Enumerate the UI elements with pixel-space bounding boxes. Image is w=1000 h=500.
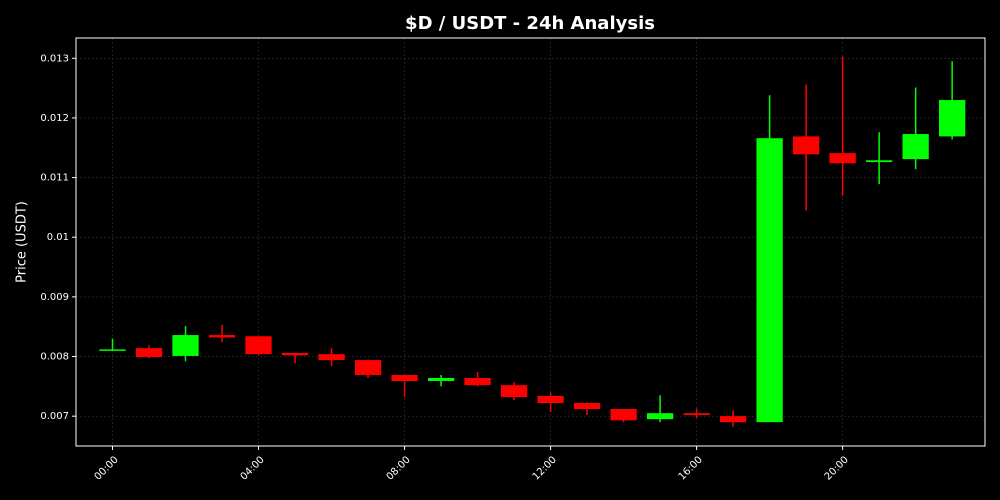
candle-body bbox=[464, 378, 491, 386]
y-tick-label: 0.013 bbox=[40, 53, 69, 64]
y-tick-label: 0.008 bbox=[40, 352, 69, 363]
candle-body bbox=[939, 100, 966, 137]
y-tick-label: 0.009 bbox=[40, 292, 69, 303]
candle-body bbox=[719, 416, 747, 423]
x-tick-label: 08:00 bbox=[385, 454, 413, 482]
candle-body bbox=[902, 134, 929, 160]
candle-body bbox=[245, 336, 272, 355]
candle-body bbox=[281, 352, 309, 356]
plot-frame bbox=[75, 37, 986, 447]
candle-body bbox=[135, 348, 163, 358]
candle-body bbox=[391, 375, 418, 381]
y-axis-label: Price (USDT) bbox=[15, 201, 30, 283]
candle-body bbox=[646, 413, 674, 420]
x-tick-label: 20:00 bbox=[823, 454, 851, 482]
candle-body bbox=[318, 354, 345, 361]
candle-body bbox=[427, 378, 455, 381]
x-tick-label: 16:00 bbox=[677, 454, 705, 482]
x-tick-label: 00:00 bbox=[93, 454, 121, 482]
x-tick-label: 04:00 bbox=[239, 454, 267, 482]
y-tick-label: 0.012 bbox=[40, 113, 69, 124]
candle-body bbox=[683, 413, 710, 415]
x-tick-label: 12:00 bbox=[531, 454, 559, 482]
candle-body bbox=[537, 395, 564, 404]
candle-body bbox=[354, 360, 382, 376]
y-tick-label: 0.007 bbox=[40, 411, 69, 422]
candle-body bbox=[610, 409, 637, 421]
candle-body bbox=[792, 136, 820, 155]
candle-body bbox=[99, 349, 126, 351]
candle-body bbox=[208, 335, 236, 338]
candle-body bbox=[865, 160, 893, 163]
candle-body bbox=[573, 403, 601, 410]
y-tick-label: 0.01 bbox=[47, 232, 69, 243]
candle-body bbox=[172, 335, 199, 356]
y-tick-label: 0.011 bbox=[40, 173, 69, 184]
candle-body bbox=[500, 385, 528, 398]
candle-body bbox=[829, 153, 856, 164]
candle-body bbox=[756, 138, 783, 423]
chart-title: $D / USDT - 24h Analysis bbox=[405, 13, 655, 34]
